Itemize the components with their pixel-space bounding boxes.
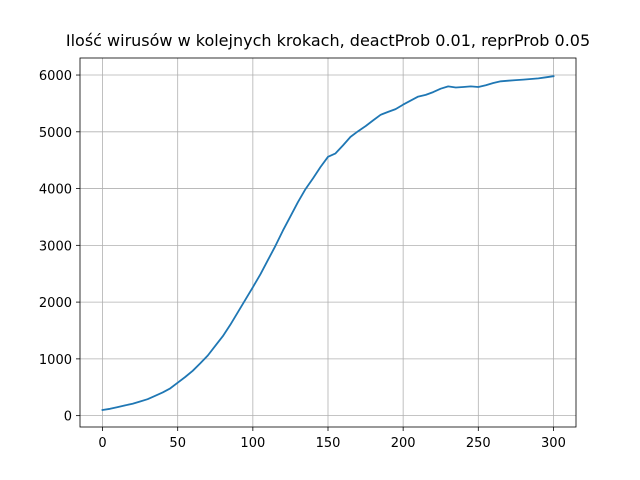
y-tick-label: 5000 xyxy=(39,126,72,141)
x-tick-label: 300 xyxy=(541,436,566,451)
x-tick-label: 0 xyxy=(98,436,106,451)
y-tick-label: 4000 xyxy=(39,183,72,198)
chart-title: Ilość wirusów w kolejnych krokach, deact… xyxy=(66,31,590,50)
tick-layer: 0 50 100 150 200 250 3000100020003000400050006… xyxy=(39,69,566,451)
x-tick-label: 50 xyxy=(169,436,186,451)
y-tick-label: 6000 xyxy=(39,69,72,84)
y-tick-label: 3000 xyxy=(39,239,72,254)
grid-layer xyxy=(80,58,576,427)
x-tick-label: 100 xyxy=(240,436,265,451)
series-layer xyxy=(101,75,555,412)
x-tick-label: 200 xyxy=(391,436,416,451)
y-tick-label: 1000 xyxy=(39,353,72,368)
x-tick-label: 250 xyxy=(466,436,491,451)
y-tick-label: 2000 xyxy=(39,296,72,311)
series-line xyxy=(101,75,555,412)
y-tick-label: 0 xyxy=(64,410,72,425)
x-tick-label: 150 xyxy=(316,436,341,451)
